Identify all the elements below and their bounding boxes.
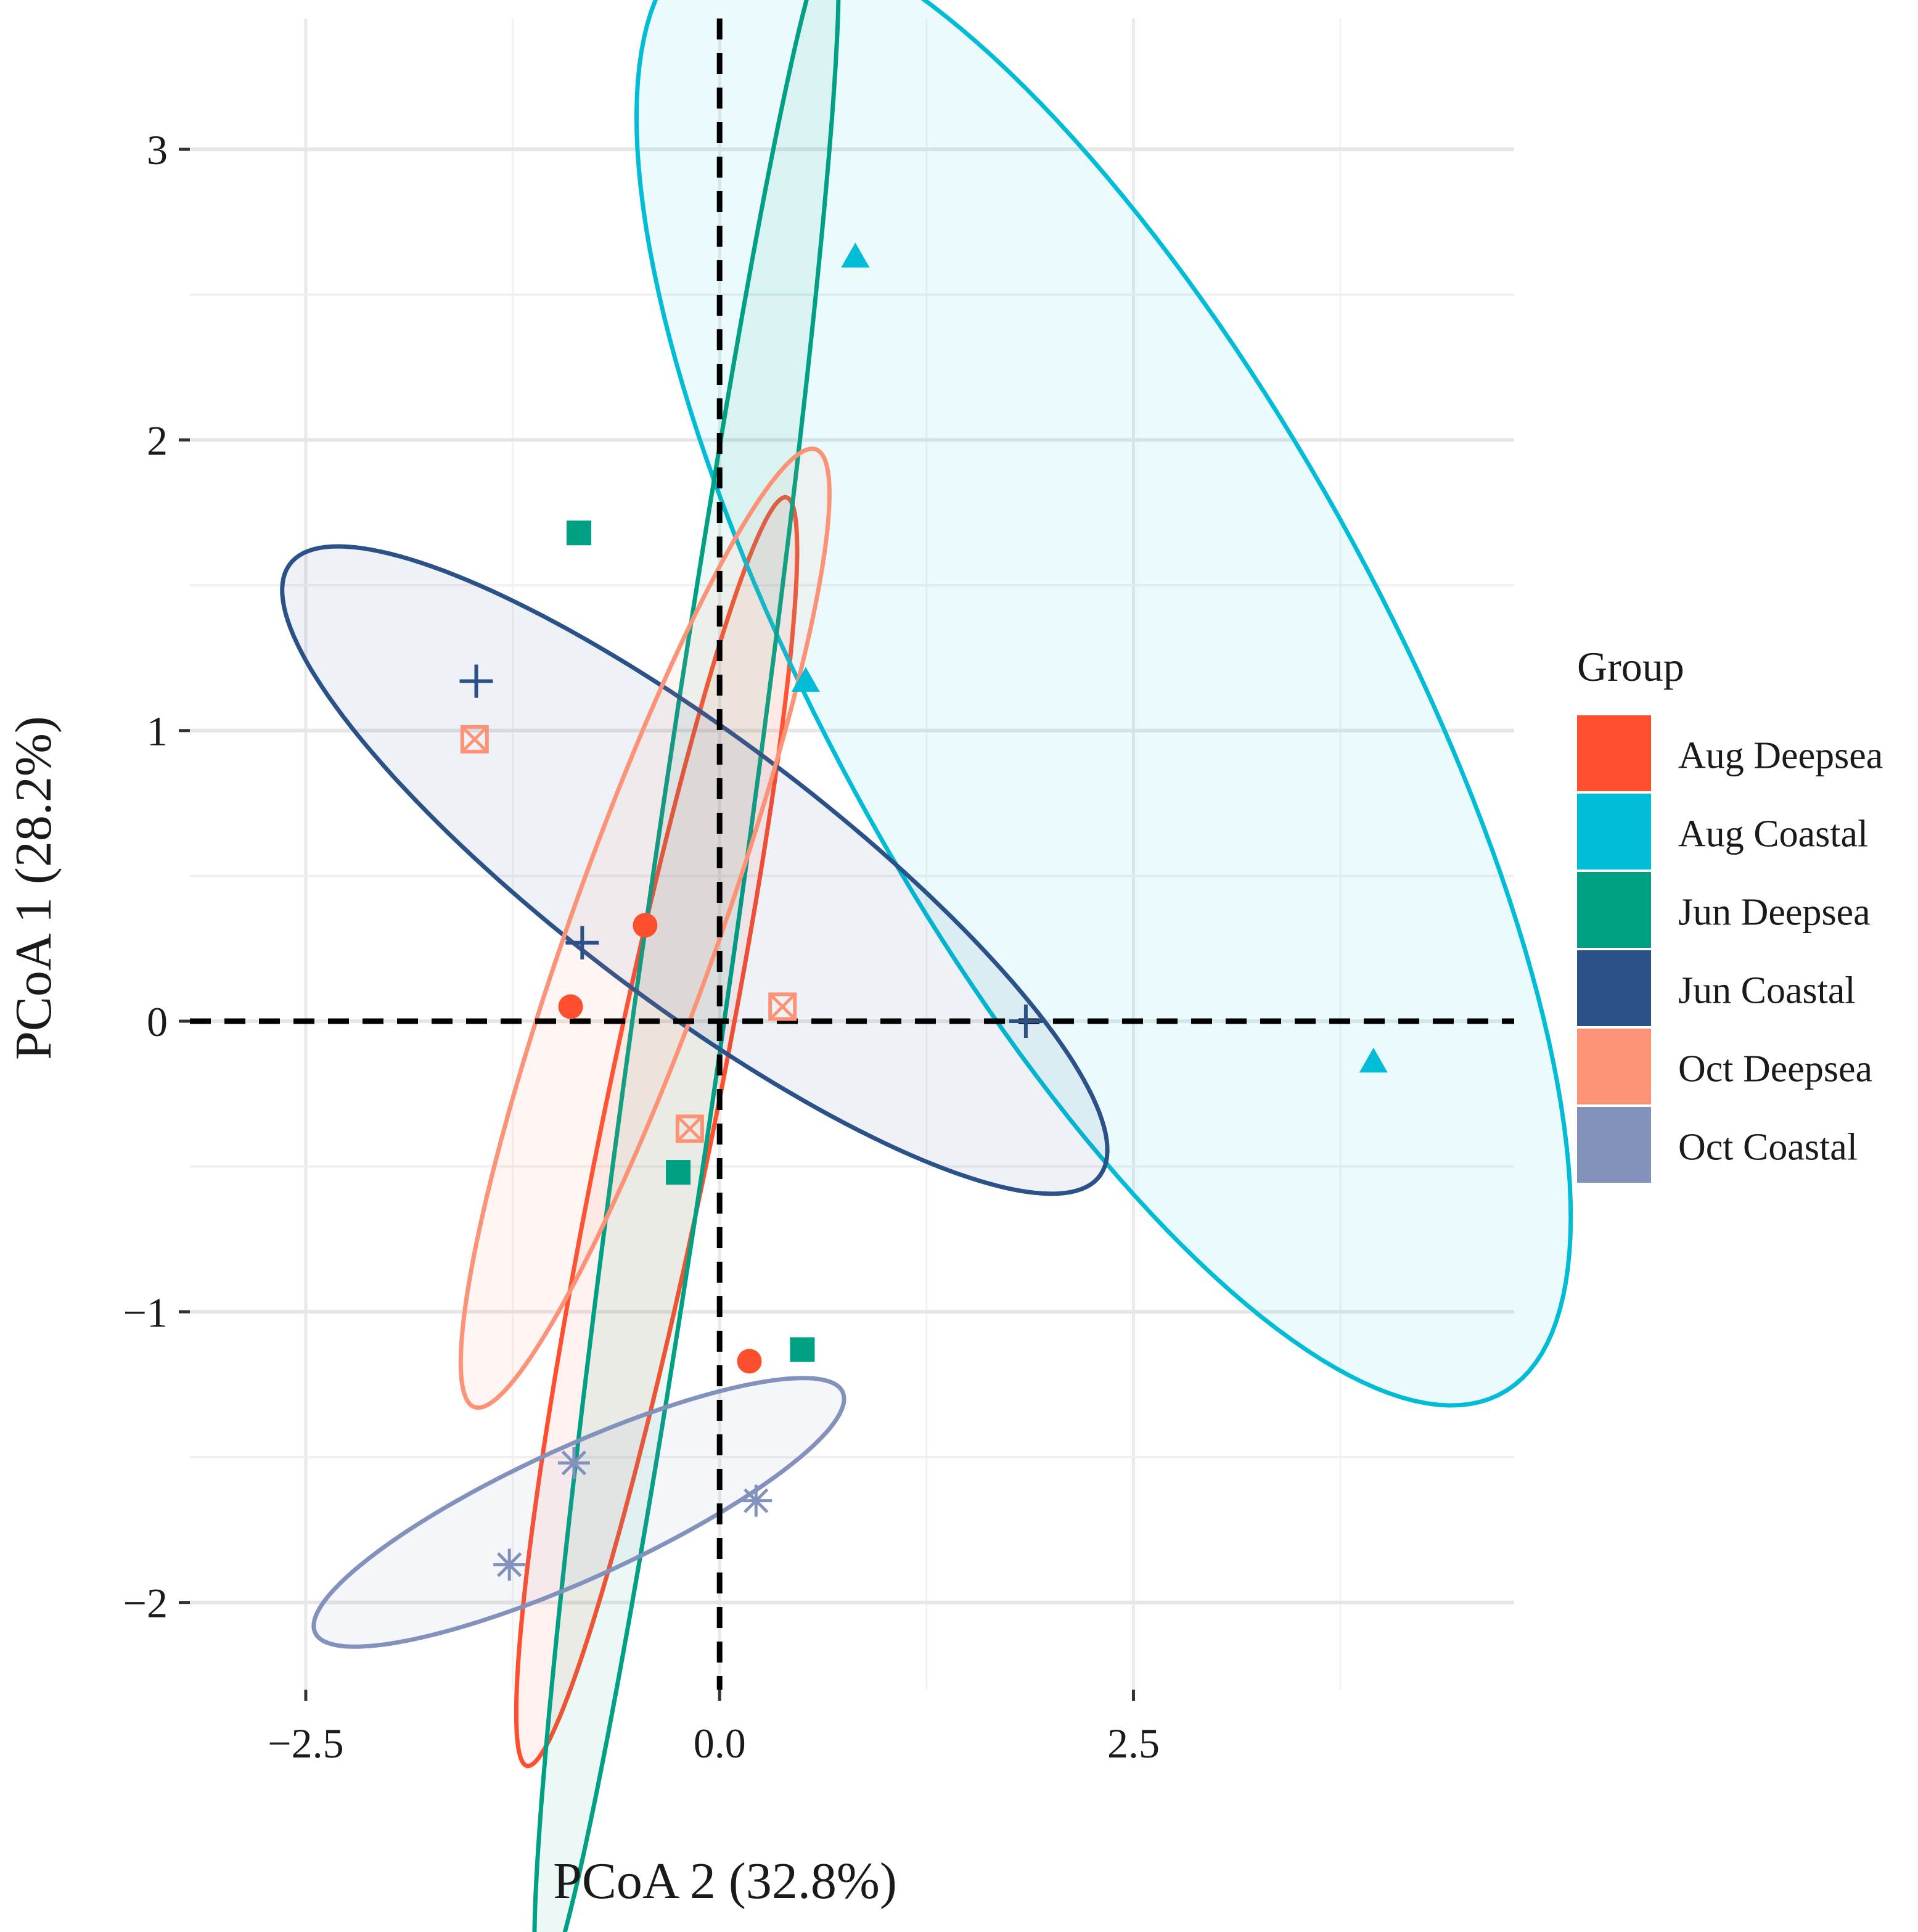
point-aug-deepsea-shape [633, 913, 658, 938]
point-oct-deepsea [768, 992, 797, 1021]
point-aug-coastal-shape [841, 242, 870, 268]
data-points [459, 242, 1388, 1581]
ellipse-aug-coastal [634, 0, 1573, 1408]
point-oct-deepsea [675, 1114, 704, 1143]
y-tick-label: 0 [147, 998, 168, 1045]
x-tick-label: 0.0 [694, 1720, 746, 1767]
point-aug-coastal [841, 242, 870, 268]
legend-swatch-jun-deepsea [1577, 872, 1651, 948]
point-jun-coastal [459, 664, 493, 698]
legend-swatch-oct-coastal [1577, 1107, 1651, 1183]
point-jun-coastal [1009, 1005, 1043, 1038]
legend-label-aug-coastal: Aug Coastal [1678, 813, 1868, 855]
legend-label-aug-deepsea: Aug Deepsea [1678, 735, 1883, 777]
y-tick-label: 1 [147, 708, 168, 755]
legend-title: Group [1577, 643, 1684, 690]
point-aug-deepsea-shape [737, 1349, 762, 1374]
point-aug-coastal-shape [1359, 1047, 1388, 1073]
point-oct-deepsea-box [460, 725, 489, 754]
ellipse-jun-coastal [280, 544, 1110, 1196]
point-jun-deepsea-shape [790, 1337, 815, 1362]
y-tick-label: −2 [123, 1580, 168, 1627]
point-oct-coastal [557, 1447, 590, 1479]
point-oct-coastal-ray [561, 1450, 587, 1476]
point-aug-coastal [1359, 1047, 1388, 1073]
y-axis-title: PCoA 1 (28.2%) [5, 716, 62, 1060]
axes: −2.5 0.0 2.5 3 2 1 0 −1 −2 [123, 126, 1160, 1767]
y-tick-label: −1 [123, 1289, 168, 1336]
point-oct-deepsea-d2 [676, 1115, 703, 1143]
point-jun-deepsea [566, 520, 591, 546]
ellipse-aug-deepsea [514, 495, 800, 1769]
legend-swatch-oct-deepsea [1577, 1029, 1651, 1104]
zero-reference-lines [190, 18, 1514, 1690]
y-tick-label: 2 [147, 417, 168, 464]
point-aug-deepsea [558, 994, 583, 1019]
point-jun-deepsea-shape [566, 520, 591, 546]
point-oct-deepsea [460, 725, 489, 754]
point-oct-coastal-ray [744, 1488, 769, 1513]
point-oct-deepsea-box [675, 1114, 704, 1143]
legend-label-oct-deepsea: Oct Deepsea [1678, 1048, 1872, 1090]
x-tick-label: 2.5 [1107, 1720, 1160, 1767]
legend: Group Aug Deepsea Aug Coastal Jun Deepsea J… [1577, 643, 1883, 1183]
legend-label-oct-coastal: Oct Coastal [1678, 1127, 1858, 1169]
point-aug-coastal [791, 667, 820, 692]
point-jun-deepsea [666, 1160, 691, 1185]
point-oct-deepsea-d2 [769, 993, 796, 1021]
point-jun-deepsea [790, 1337, 815, 1362]
legend-swatch-aug-deepsea [1577, 715, 1651, 791]
point-oct-coastal [740, 1484, 773, 1517]
point-aug-deepsea [737, 1349, 762, 1374]
x-axis-title: PCoA 2 (32.8%) [553, 1852, 897, 1910]
point-oct-coastal [493, 1548, 526, 1581]
point-aug-deepsea-shape [558, 994, 583, 1019]
point-aug-deepsea [633, 913, 658, 938]
legend-label-jun-coastal: Jun Coastal [1678, 970, 1856, 1012]
legend-swatch-jun-coastal [1577, 950, 1651, 1026]
point-jun-deepsea-shape [666, 1160, 691, 1185]
legend-label-jun-deepsea: Jun Deepsea [1678, 892, 1871, 934]
point-oct-deepsea-d2 [461, 726, 488, 753]
point-aug-coastal-shape [791, 667, 820, 692]
legend-swatch-aug-coastal [1577, 794, 1651, 869]
point-oct-deepsea-box [768, 992, 797, 1021]
y-tick-label: 3 [147, 126, 168, 173]
x-tick-label: −2.5 [268, 1720, 343, 1767]
point-oct-coastal-ray [497, 1552, 522, 1577]
point-jun-coastal [565, 926, 599, 960]
